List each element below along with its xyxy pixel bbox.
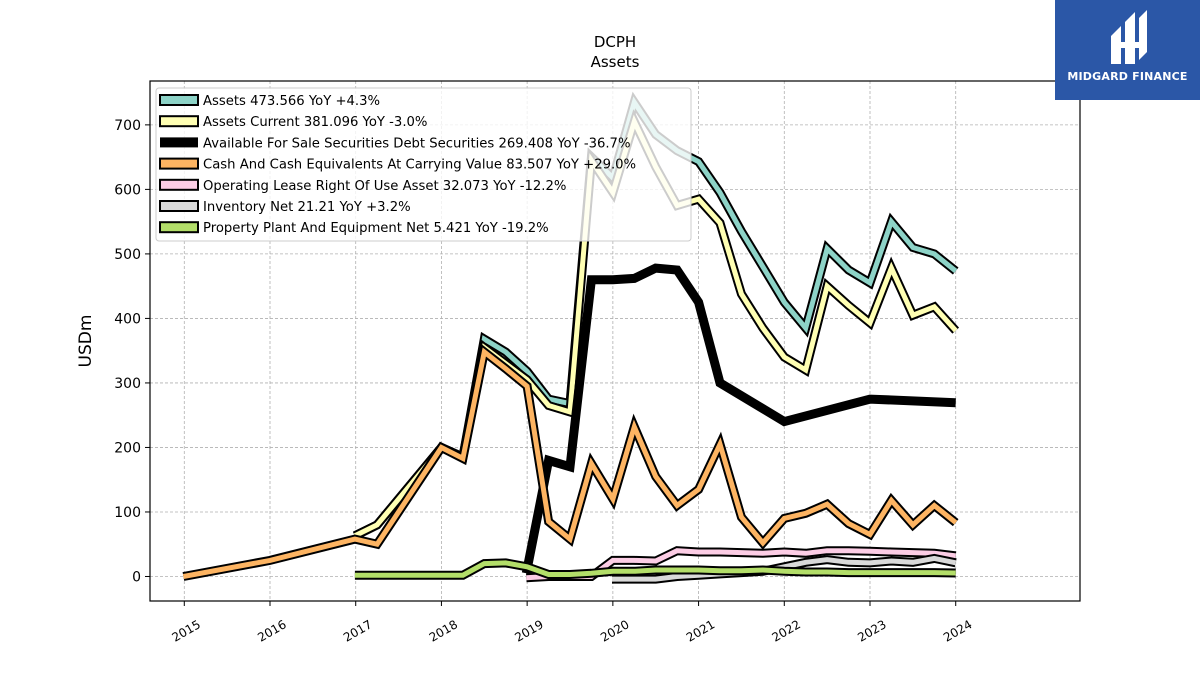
x-tick-label: 2024 (941, 617, 974, 644)
series-6 (354, 558, 956, 580)
x-tick-label: 2020 (598, 617, 631, 644)
legend-swatch (159, 178, 199, 191)
plot-frame (149, 80, 1081, 602)
x-tick-label: 2023 (855, 617, 888, 644)
legend-swatch (159, 157, 199, 170)
y-tick-label: 700 (114, 118, 141, 134)
legend-item: Inventory Net 21.21 YoY +3.2% (159, 200, 411, 215)
series-2 (521, 263, 956, 575)
y-tick-label: 500 (114, 247, 141, 263)
legend-item: Cash And Cash Equivalents At Carrying Va… (159, 157, 636, 173)
legend-item: Operating Lease Right Of Use Asset 32.07… (159, 178, 566, 194)
y-tick-label: 600 (114, 182, 141, 198)
series-line (521, 263, 956, 575)
y-tick-label: 200 (114, 440, 141, 456)
x-tick-label: 2021 (684, 617, 717, 644)
x-tick-label: 2015 (170, 617, 203, 644)
legend-swatch (160, 137, 198, 148)
legend-swatch (159, 221, 199, 234)
legend-label: Assets 473.566 YoY +4.3% (203, 94, 380, 109)
legend-label: Cash And Cash Equivalents At Carrying Va… (203, 158, 636, 173)
legend-swatch (159, 200, 199, 212)
chart-title: DCPH (594, 33, 636, 51)
legend-item: Assets Current 381.096 YoY -3.0% (159, 115, 427, 130)
y-tick-label: 400 (114, 311, 141, 327)
legend-item: Property Plant And Equipment Net 5.421 Y… (159, 221, 549, 236)
x-tick-label: 2017 (341, 617, 374, 644)
series-line (354, 560, 956, 578)
legend-label: Assets Current 381.096 YoY -3.0% (203, 115, 427, 130)
legend-label: Inventory Net 21.21 YoY +3.2% (203, 200, 411, 215)
x-tick-label: 2019 (512, 617, 545, 644)
x-tick-label: 2018 (427, 617, 460, 644)
legend-swatch (159, 94, 199, 106)
x-tick-label: 2022 (770, 617, 803, 644)
legend: Assets 473.566 YoY +4.3% Assets Current 3… (155, 87, 692, 242)
legend-box (155, 87, 692, 242)
legend-item: Assets 473.566 YoY +4.3% (159, 94, 380, 109)
legend-label: Operating Lease Right Of Use Asset 32.07… (203, 179, 566, 194)
logo-mark-icon (1111, 10, 1147, 64)
x-tick-label: 2016 (255, 617, 288, 644)
legend-item: Available For Sale Securities Debt Secur… (160, 136, 630, 151)
legend-label: Available For Sale Securities Debt Secur… (203, 136, 630, 151)
brand-name: MIDGARD FINANCE (1067, 70, 1188, 83)
y-tick-label: 0 (132, 569, 141, 585)
legend-swatch (159, 115, 199, 128)
brand-logo: MIDGARD FINANCE (1055, 0, 1200, 100)
series-line (182, 347, 958, 579)
chart-subtitle: Assets (591, 53, 640, 71)
legend-label: Property Plant And Equipment Net 5.421 Y… (203, 221, 549, 236)
y-tick-label: 300 (114, 376, 141, 392)
y-tick-label: 100 (114, 505, 141, 521)
y-axis-label: USDm (76, 315, 96, 368)
series-3 (182, 343, 959, 581)
